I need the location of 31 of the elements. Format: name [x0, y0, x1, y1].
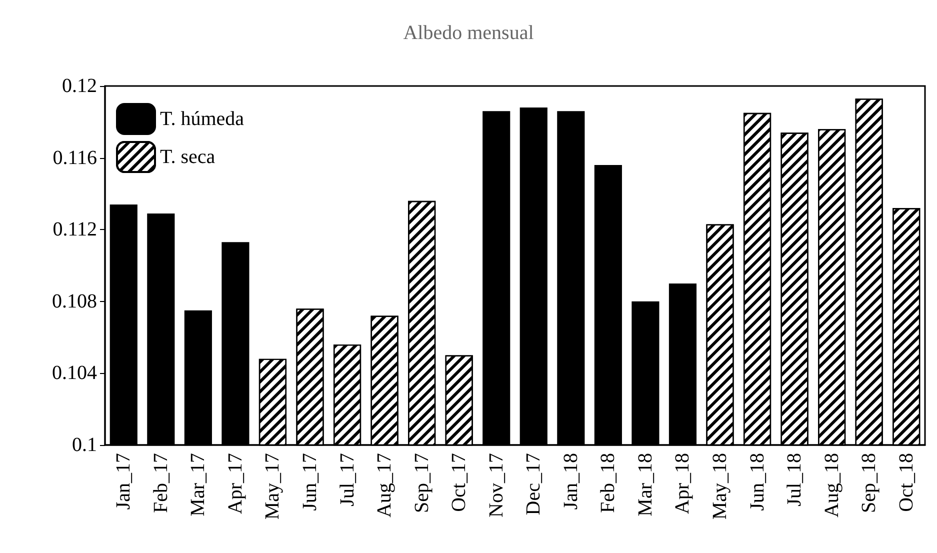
x-tick-label: Jul_17: [336, 453, 358, 506]
legend-label: T. seca: [160, 146, 216, 168]
x-tick-label: Jun_17: [299, 453, 321, 511]
x-tick-label: Aug_18: [820, 453, 843, 518]
x-tick-label: Feb_18: [597, 453, 620, 513]
y-tick-label: 0.12: [62, 75, 97, 97]
y-tick-label: 0.116: [52, 146, 97, 169]
x-tick-label: Feb_17: [150, 453, 172, 513]
y-tick-label: 0.104: [52, 362, 97, 384]
x-tick-label: Nov_17: [485, 453, 508, 518]
x-tick-label: Oct_18: [895, 453, 918, 512]
x-tick-label: Oct_17: [448, 453, 470, 512]
chart-title: Albedo mensual: [403, 22, 534, 44]
x-tick-label: Apr_17: [224, 453, 246, 514]
x-tick-label: Sep_17: [410, 453, 433, 513]
legend-label: T. húmeda: [160, 108, 244, 130]
y-tick-label: 0.112: [52, 218, 97, 241]
x-tick-label: May_17: [262, 453, 284, 520]
x-tick-label: Mar_17: [187, 453, 210, 516]
x-tick-label: Dec_17: [522, 453, 545, 516]
x-tick-label: Aug_17: [374, 453, 396, 518]
x-tick-label: Jul_18: [784, 453, 806, 506]
y-tick-label: 0.108: [52, 290, 97, 312]
x-tick-label: Jan_17: [112, 453, 135, 510]
x-tick-label: Mar_18: [634, 453, 656, 516]
x-tick-label: Sep_18: [858, 453, 880, 513]
x-tick-label: Apr_18: [672, 453, 694, 514]
y-tick-label: 0.1: [72, 434, 97, 456]
x-tick-label: Jan_18: [560, 453, 582, 510]
x-tick-label: Jun_18: [746, 453, 768, 511]
x-tick-label: May_18: [709, 453, 731, 520]
